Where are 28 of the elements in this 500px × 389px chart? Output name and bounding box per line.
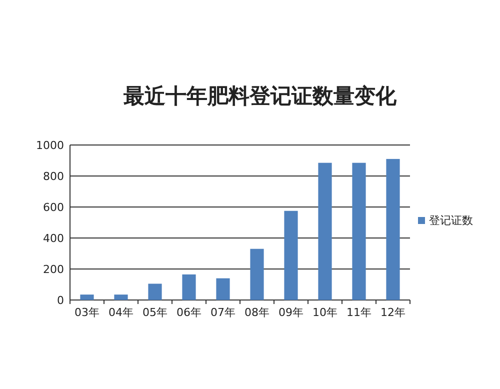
x-tick-label: 11年 <box>346 306 372 319</box>
y-tick-label: 1000 <box>36 139 64 152</box>
y-tick-label: 0 <box>57 294 64 307</box>
y-tick-label: 200 <box>43 263 64 276</box>
x-tick-label: 09年 <box>278 306 304 319</box>
y-tick-label: 800 <box>43 170 64 183</box>
bar <box>284 210 298 300</box>
x-tick-label: 12年 <box>380 306 406 319</box>
x-tick-label: 08年 <box>244 306 270 319</box>
x-tick-label: 05年 <box>142 306 168 319</box>
x-tick-label: 10年 <box>312 306 338 319</box>
chart-title: 最近十年肥料登记证数量变化 <box>122 84 398 108</box>
y-tick-label: 600 <box>43 201 64 214</box>
bar <box>352 162 366 300</box>
x-tick-label: 03年 <box>74 306 100 319</box>
y-tick-label: 400 <box>43 232 64 245</box>
bar <box>318 162 332 300</box>
x-tick-label: 04年 <box>108 306 134 319</box>
legend-label: 登记证数 <box>429 214 473 227</box>
x-tick-label: 06年 <box>176 306 202 319</box>
bar <box>148 284 162 300</box>
bar <box>216 278 230 300</box>
bar <box>80 294 94 300</box>
bar <box>386 158 400 300</box>
bar <box>182 274 196 300</box>
bar <box>114 294 128 300</box>
x-tick-label: 07年 <box>210 306 236 319</box>
bar <box>250 248 264 300</box>
